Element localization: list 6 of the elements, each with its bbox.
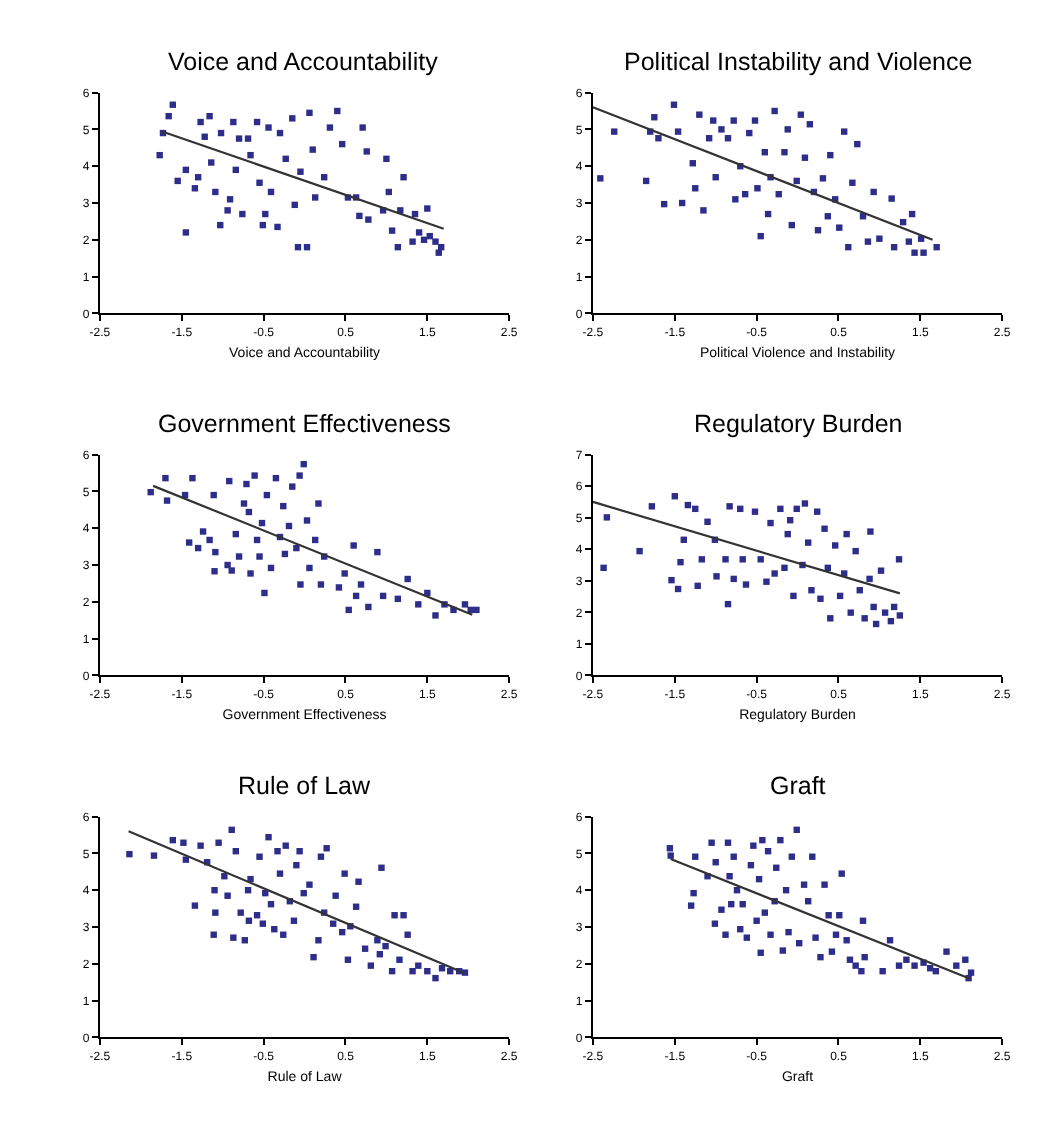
chart-title: Graft — [770, 772, 827, 800]
chart-title: Regulatory Burden — [694, 410, 903, 438]
chart-title: Government Effectiveness — [158, 410, 451, 438]
chart-title: Rule of Law — [238, 772, 372, 800]
chart-title: Political Instability and Violence — [624, 48, 973, 76]
chart-title: Voice and Accountability — [168, 48, 440, 76]
